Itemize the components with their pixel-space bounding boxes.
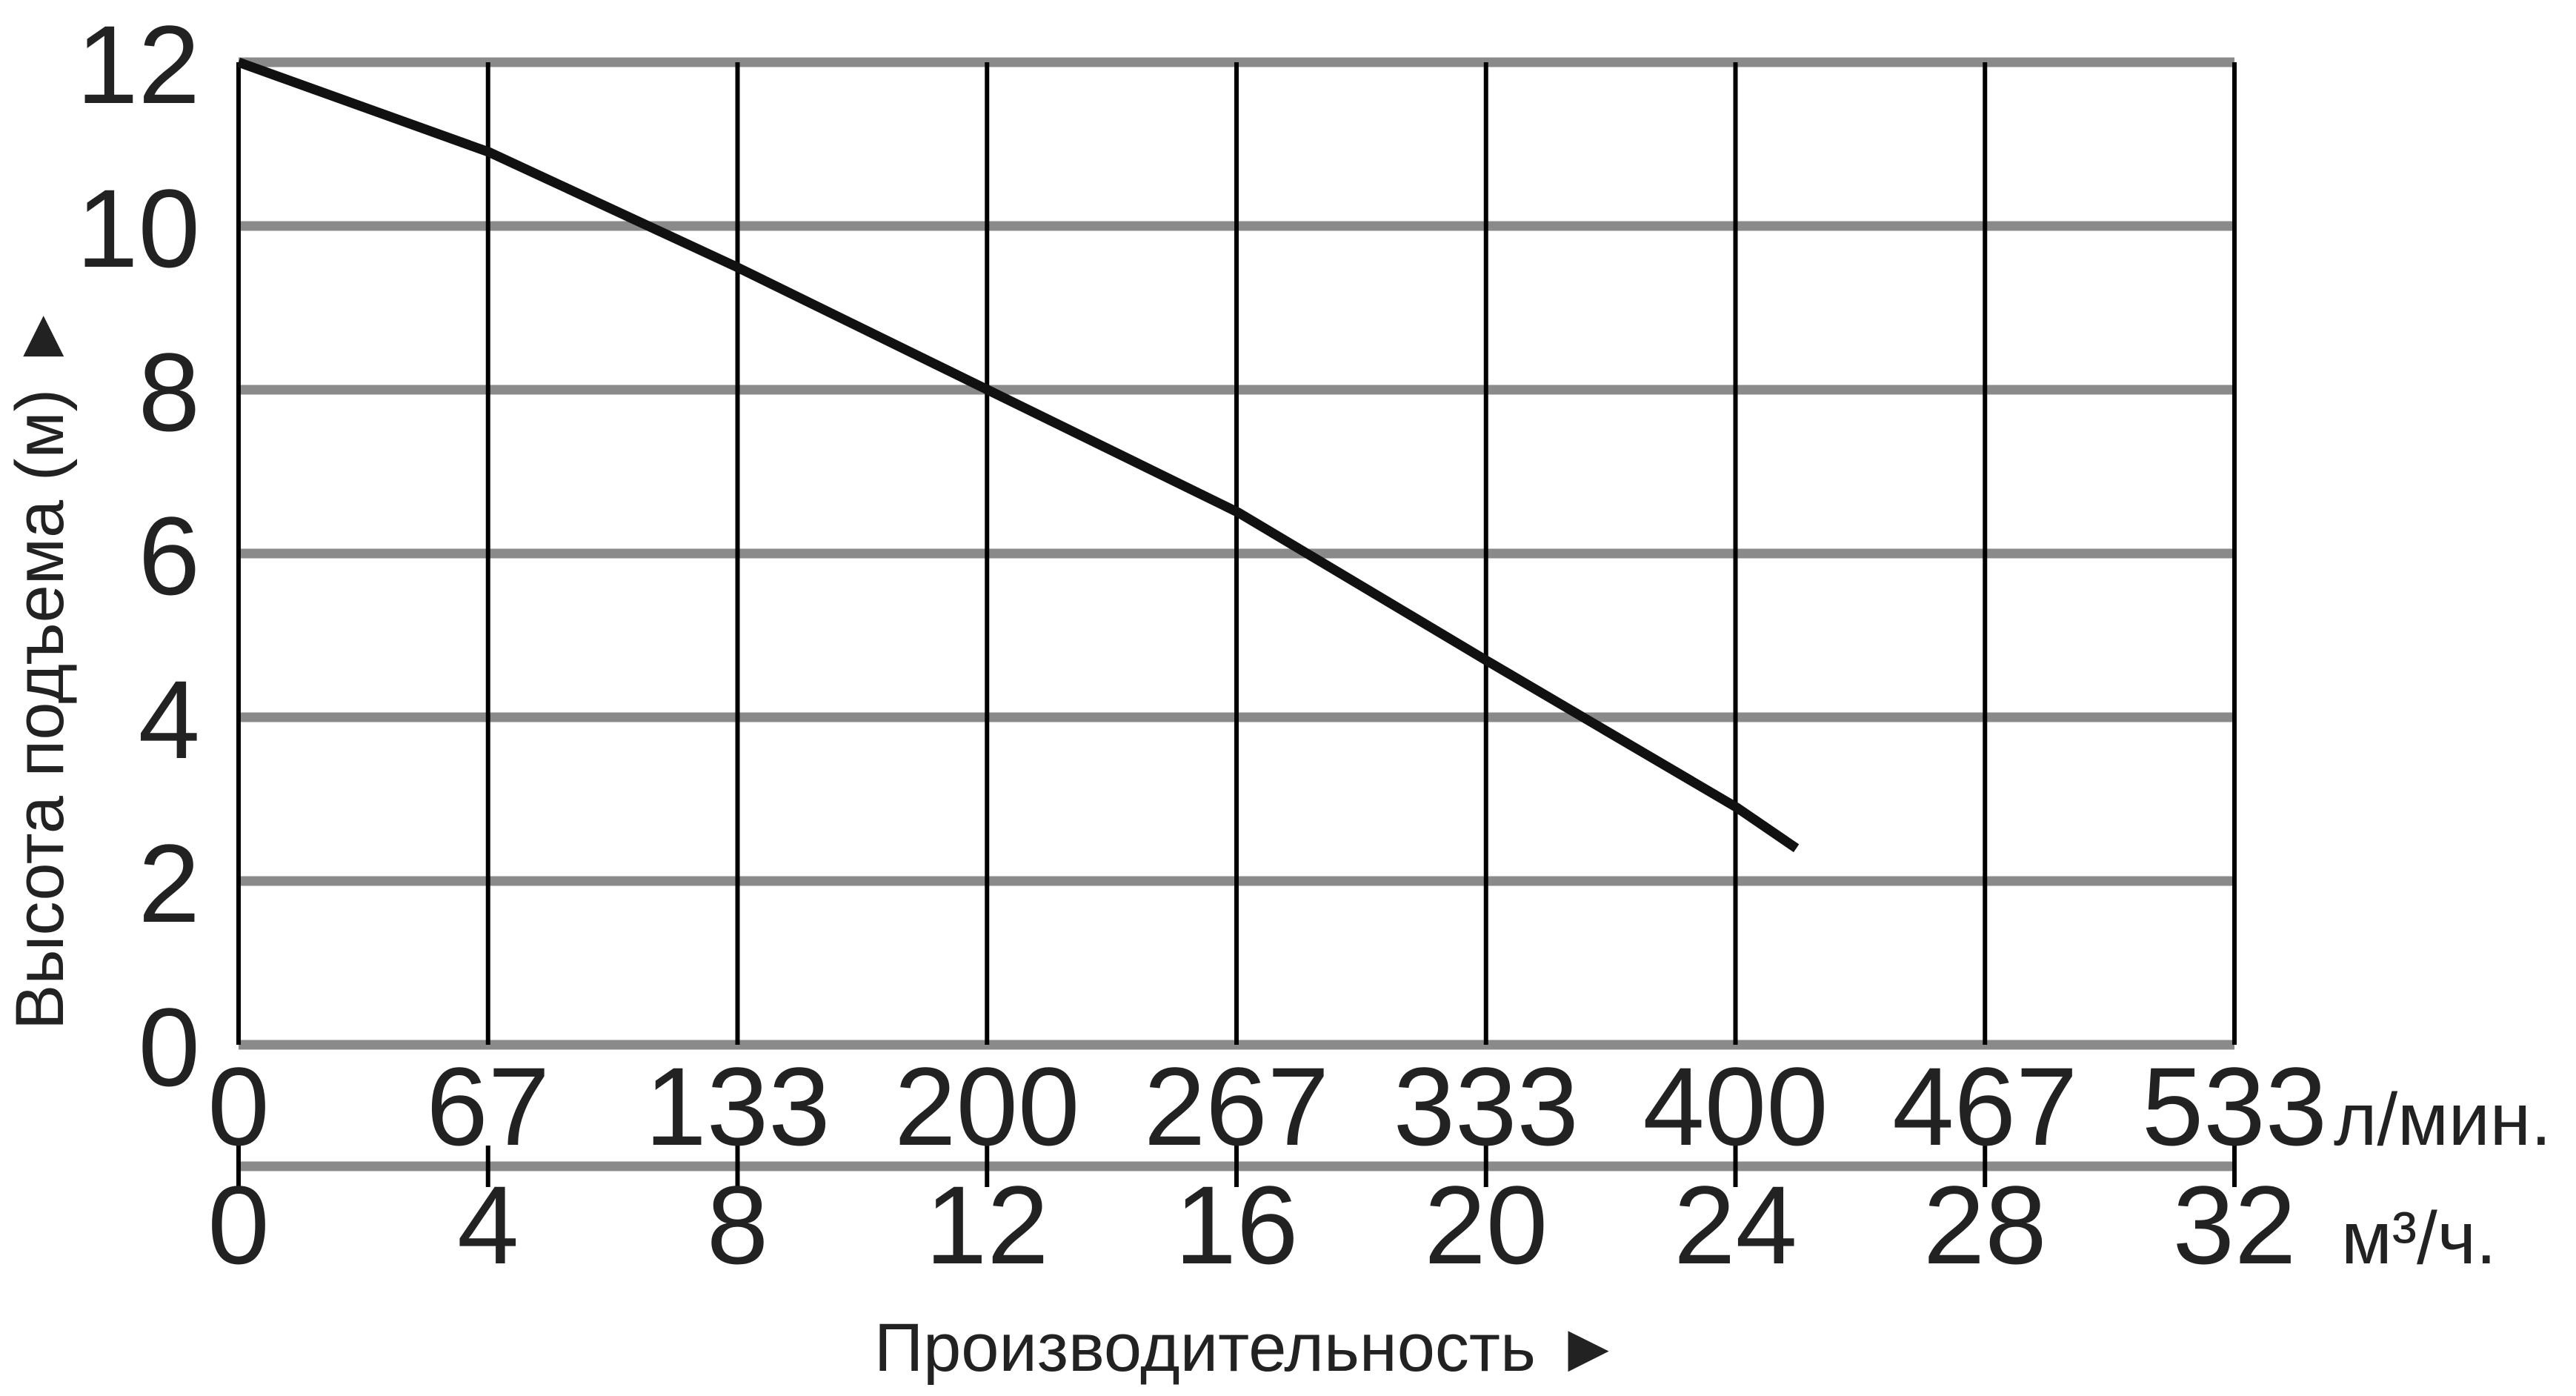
y-tick-label: 10 bbox=[76, 166, 200, 290]
x-unit-secondary: м³/ч. bbox=[2341, 1197, 2497, 1280]
x-tick-label-lpm: 467 bbox=[1892, 1044, 2077, 1169]
x-tick-label-lpm: 333 bbox=[1394, 1044, 1579, 1169]
y-tick-label: 12 bbox=[76, 2, 200, 127]
curve-group bbox=[236, 57, 1800, 853]
tick-labels: 0246810120067413382001226716333204002446… bbox=[76, 2, 2327, 1287]
x-tick-label-m3h: 20 bbox=[1424, 1163, 1548, 1287]
y-axis-title: Высота подъема (м) ► bbox=[2, 302, 78, 1030]
x-tick-label-m3h: 16 bbox=[1175, 1163, 1299, 1287]
x-tick-label-lpm: 133 bbox=[645, 1044, 830, 1169]
x-tick-label-m3h: 24 bbox=[1674, 1163, 1797, 1287]
y-tick-label: 4 bbox=[139, 657, 200, 782]
x-tick-label-m3h: 4 bbox=[457, 1163, 519, 1287]
x-tick-label-lpm: 267 bbox=[1144, 1044, 1329, 1169]
x-tick-label-lpm: 533 bbox=[2142, 1044, 2327, 1169]
x-tick-label-m3h: 12 bbox=[925, 1163, 1049, 1287]
x-tick-label-m3h: 28 bbox=[1923, 1163, 2047, 1287]
y-tick-label: 6 bbox=[139, 493, 200, 618]
x-tick-label-lpm: 400 bbox=[1643, 1044, 1828, 1169]
y-tick-label: 2 bbox=[139, 821, 200, 945]
y-tick-label: 8 bbox=[139, 330, 200, 454]
x-tick-label-lpm: 67 bbox=[426, 1044, 550, 1169]
x-unit-primary: л/мин. bbox=[2334, 1078, 2552, 1161]
x-tick-label-lpm: 200 bbox=[894, 1044, 1079, 1169]
y-tick-label: 0 bbox=[139, 985, 200, 1109]
x-axis-title: Производительность ► bbox=[874, 1310, 1623, 1386]
x-tick-label-m3h: 0 bbox=[207, 1163, 269, 1287]
x-tick-label-m3h: 8 bbox=[707, 1163, 768, 1287]
grid bbox=[236, 57, 2237, 1187]
x-tick-label-lpm: 0 bbox=[207, 1044, 269, 1169]
head-flow-curve bbox=[236, 57, 1800, 853]
x-tick-label-m3h: 32 bbox=[2173, 1163, 2297, 1287]
